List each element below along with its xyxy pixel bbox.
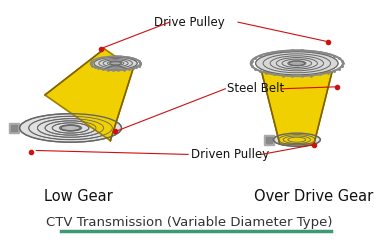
- Ellipse shape: [256, 52, 338, 75]
- Ellipse shape: [94, 57, 137, 69]
- Text: Drive Pulley: Drive Pulley: [154, 16, 224, 29]
- Ellipse shape: [61, 125, 80, 131]
- Ellipse shape: [110, 62, 122, 65]
- Text: Over Drive Gear: Over Drive Gear: [254, 189, 373, 204]
- Text: Driven Pulley: Driven Pulley: [191, 148, 269, 161]
- Ellipse shape: [20, 114, 122, 142]
- Text: Low Gear: Low Gear: [44, 189, 113, 204]
- Ellipse shape: [110, 62, 122, 65]
- Ellipse shape: [289, 61, 305, 66]
- Ellipse shape: [289, 61, 305, 66]
- Ellipse shape: [273, 133, 320, 146]
- Polygon shape: [45, 49, 133, 141]
- Ellipse shape: [94, 57, 137, 69]
- Ellipse shape: [256, 52, 338, 75]
- Text: CTV Transmission (Variable Diameter Type): CTV Transmission (Variable Diameter Type…: [46, 215, 332, 229]
- Text: Steel Belt: Steel Belt: [227, 82, 284, 95]
- Ellipse shape: [290, 138, 304, 142]
- Polygon shape: [262, 72, 332, 144]
